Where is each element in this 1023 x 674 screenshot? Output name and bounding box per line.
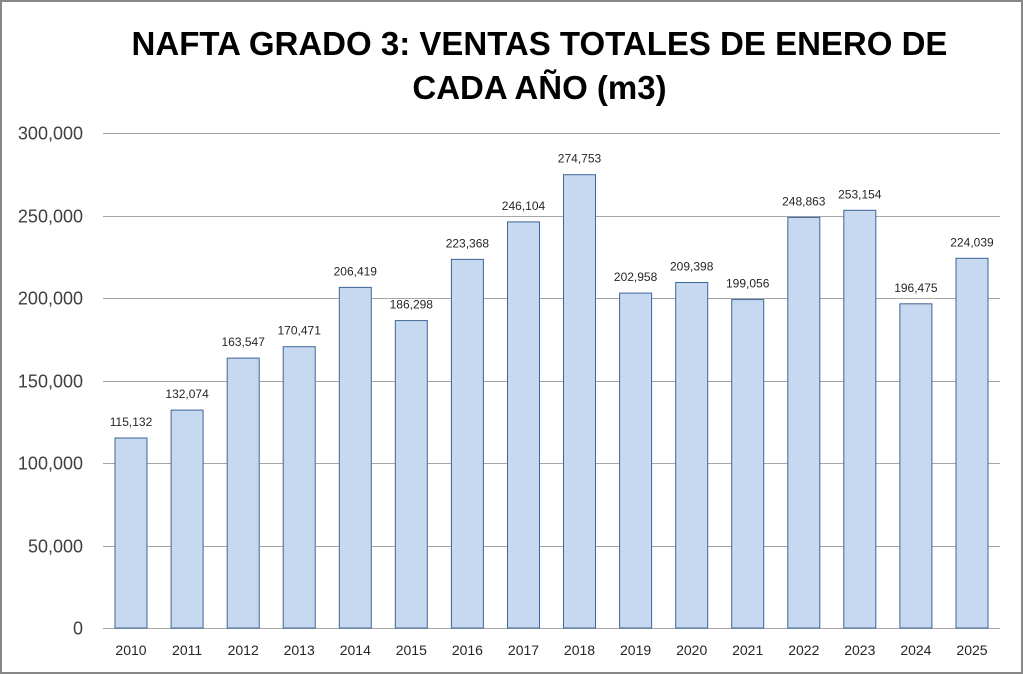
x-tick-label: 2010	[115, 642, 146, 658]
x-tick-label: 2018	[564, 642, 595, 658]
x-tick-label: 2022	[788, 642, 819, 658]
bar-2017	[507, 221, 540, 629]
x-tick-label: 2025	[956, 642, 987, 658]
y-tick-label: 100,000	[18, 454, 83, 474]
data-label-2018: 274,753	[558, 152, 602, 166]
chart-title-line-1: NAFTA GRADO 3: VENTAS TOTALES DE ENERO D…	[131, 25, 948, 62]
data-label-2021: 199,056	[726, 277, 770, 291]
data-label-2012: 163,547	[222, 335, 266, 349]
y-tick-label: 200,000	[18, 289, 83, 309]
chart-title: NAFTA GRADO 3: VENTAS TOTALES DE ENERO D…	[0, 22, 1023, 110]
x-tick-label: 2011	[172, 642, 202, 658]
x-tick-label: 2012	[228, 642, 259, 658]
data-label-2014: 206,419	[334, 264, 378, 278]
data-label-2015: 186,298	[390, 298, 434, 312]
y-tick-label: 0	[73, 619, 83, 639]
bar-2011	[170, 409, 204, 629]
y-tick-label: 250,000	[18, 207, 83, 227]
bar-2014	[338, 286, 372, 629]
bar-2025	[955, 257, 989, 629]
data-label-2022: 248,863	[782, 194, 826, 208]
bar-2016	[450, 258, 484, 629]
data-label-2017: 246,104	[502, 199, 546, 213]
bar-2022	[787, 216, 821, 629]
bar-2019	[619, 292, 653, 629]
data-label-2013: 170,471	[278, 324, 322, 338]
x-tick-label: 2016	[452, 642, 483, 658]
bar-2012	[226, 357, 260, 629]
bar-2015	[394, 320, 428, 629]
x-tick-label: 2017	[508, 642, 539, 658]
x-tick-label: 2023	[844, 642, 875, 658]
data-label-2011: 132,074	[165, 387, 209, 401]
x-tick-label: 2024	[900, 642, 931, 658]
x-tick-label: 2020	[676, 642, 707, 658]
data-label-2020: 209,398	[670, 260, 714, 274]
x-tick-label: 2013	[284, 642, 315, 658]
x-tick-label: 2014	[340, 642, 371, 658]
data-label-2010: 115,132	[110, 415, 153, 429]
y-axis-ticks: 0 50,000 100,000 150,000 200,000 250,000 300,0…	[18, 124, 83, 639]
bar-2024	[899, 303, 933, 629]
data-labels: 115,132 132,074 163,547 170,471 206,419 186,2…	[110, 152, 994, 429]
x-tick-label: 2019	[620, 642, 651, 658]
bar-2018	[563, 174, 596, 629]
chart-title-line-2: CADA AÑO (m3)	[412, 69, 667, 106]
x-tick-label: 2015	[396, 642, 427, 658]
bars	[114, 174, 989, 629]
x-tick-label: 2021	[732, 642, 763, 658]
x-axis-ticks: 2010 2011 2012 2013 2014 2015 2016 2017 2018 2019…	[115, 642, 987, 658]
bar-2021	[731, 299, 765, 629]
data-label-2016: 223,368	[446, 236, 490, 250]
data-label-2019: 202,958	[614, 270, 658, 284]
y-tick-label: 50,000	[28, 537, 83, 557]
data-label-2023: 253,154	[838, 187, 882, 201]
bar-2020	[675, 282, 709, 629]
bar-2013	[282, 346, 316, 629]
data-label-2024: 196,475	[894, 281, 938, 295]
y-tick-label: 300,000	[18, 124, 83, 144]
bar-2023	[843, 209, 877, 629]
data-label-2025: 224,039	[950, 235, 994, 249]
bar-2010	[114, 437, 148, 629]
y-tick-label: 150,000	[18, 372, 83, 392]
